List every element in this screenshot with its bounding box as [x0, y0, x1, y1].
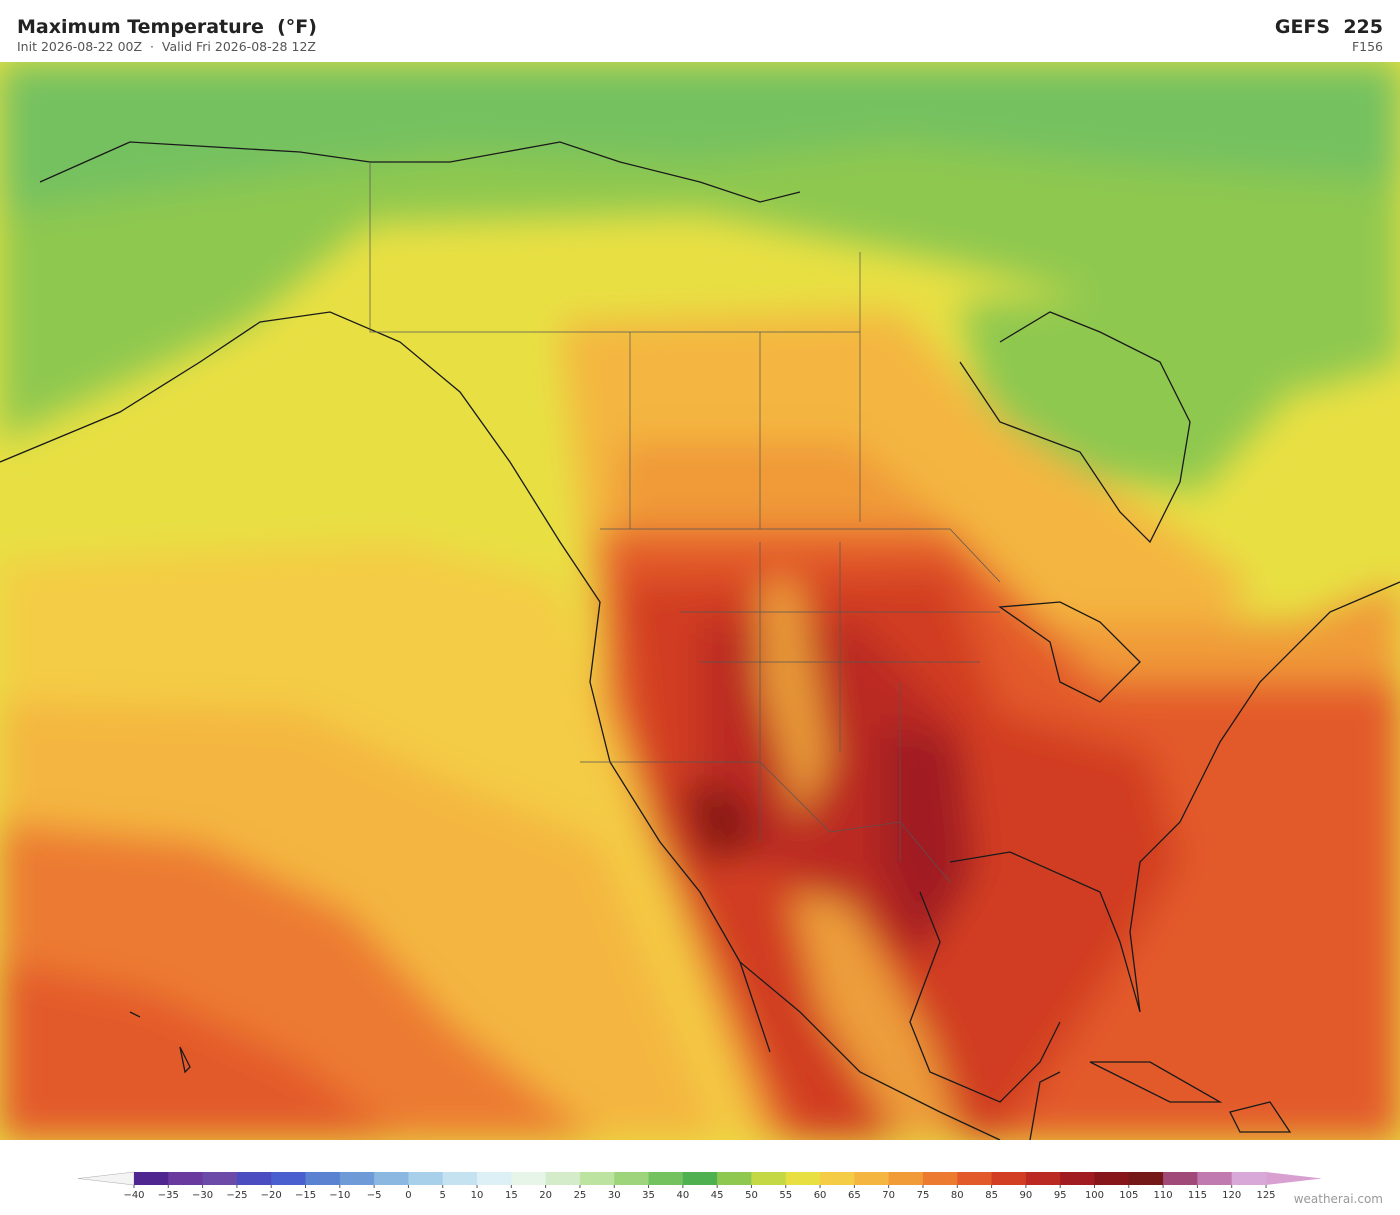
colorbar-tick-label: 75: [917, 1190, 930, 1201]
colorbar-tick-label: 115: [1188, 1190, 1207, 1201]
forecast-hour: F156: [1351, 39, 1383, 54]
temperature-field: [0, 62, 1400, 1140]
colorbar-segment: [922, 1172, 958, 1185]
colorbar-tick-label: 5: [440, 1190, 446, 1201]
colorbar-segment: [579, 1172, 615, 1185]
colorbar-tick-label: 125: [1256, 1190, 1275, 1201]
colorbar-tick-label: −25: [226, 1190, 247, 1201]
colorbar-segment: [991, 1172, 1027, 1185]
colorbar-segment: [854, 1172, 890, 1185]
colorbar-segment: [614, 1172, 650, 1185]
colorbar-tick-label: 15: [505, 1190, 518, 1201]
colorbar-tick-label: −35: [158, 1190, 179, 1201]
colorbar-tick-label: 35: [642, 1190, 655, 1201]
colorbar-segment: [1163, 1172, 1198, 1185]
colorbar-segment: [751, 1172, 787, 1185]
colorbar-segment: [408, 1172, 444, 1185]
colorbar-tick-label: 45: [711, 1190, 724, 1201]
colorbar-tick-label: 80: [951, 1190, 964, 1201]
colorbar-tick-label: 90: [1020, 1190, 1033, 1201]
colorbar-tick-label: 40: [676, 1190, 689, 1201]
colorbar-tick-label: 60: [814, 1190, 827, 1201]
coastlines: [0, 141, 1400, 1140]
colorbar-segment: [134, 1172, 169, 1185]
map: [0, 62, 1400, 1140]
colorbar-tick-label: 65: [848, 1190, 861, 1201]
colorbar-segment: [271, 1172, 307, 1185]
map-subtitle: Init 2026-08-22 00Z · Valid Fri 2026-08-…: [17, 39, 316, 54]
colorbar-tick-label: 25: [574, 1190, 587, 1201]
colorbar-segment: [1128, 1172, 1164, 1185]
colorbar-tick-label: 10: [471, 1190, 484, 1201]
colorbar-tick-label: 20: [539, 1190, 552, 1201]
colorbar-segment: [1197, 1172, 1233, 1185]
colorbar-segment: [785, 1172, 821, 1185]
colorbar-segment: [511, 1172, 547, 1185]
colorbar-tick-label: 105: [1119, 1190, 1138, 1201]
colorbar-tick-label: −40: [123, 1190, 144, 1201]
colorbar-tick-label: −20: [261, 1190, 282, 1201]
model-name: GEFS 225: [1274, 16, 1383, 38]
colorbar-tick-label: −10: [329, 1190, 350, 1201]
borders: [369, 162, 1001, 883]
colorbar-tick-label: 100: [1085, 1190, 1104, 1201]
colorbar-tick-label: 0: [405, 1190, 411, 1201]
colorbar-segment: [1231, 1172, 1267, 1185]
colorbar-tick-label: 95: [1054, 1190, 1067, 1201]
colorbar-tick-label: −30: [192, 1190, 213, 1201]
colorbar-segment: [202, 1172, 238, 1185]
colorbar-extend-low: [77, 1171, 135, 1186]
colorbar-segment: [957, 1172, 993, 1185]
colorbar-segment: [1094, 1172, 1130, 1185]
colorbar-tick-label: 120: [1222, 1190, 1241, 1201]
colorbar-segment: [682, 1172, 718, 1185]
colorbar-segment: [305, 1172, 341, 1185]
colorbar-tick-label: 85: [985, 1190, 998, 1201]
colorbar-tick-label: 55: [779, 1190, 792, 1201]
map-title: Maximum Temperature (°F): [17, 16, 317, 38]
colorbar: −40 −35 −30 −25 −20 −15 −10 −5 0 5 10 15 20 25 30 35 40 4…: [77, 1171, 1322, 1201]
colorbar-segment: [1060, 1172, 1095, 1185]
colorbar-segment: [545, 1172, 581, 1185]
colorbar-segment: [477, 1172, 512, 1185]
colorbar-segment: [374, 1172, 409, 1185]
colorbar-segment: [648, 1172, 684, 1185]
credit: weatherai.com: [1293, 1192, 1383, 1206]
colorbar-segment: [888, 1172, 924, 1185]
colorbar-segment: [820, 1172, 855, 1185]
colorbar-segment: [339, 1172, 375, 1185]
colorbar-tick-label: −15: [295, 1190, 316, 1201]
colorbar-extend-high: [1266, 1172, 1322, 1185]
colorbar-segment: [717, 1172, 752, 1185]
colorbar-segment: [168, 1172, 204, 1185]
colorbar-tick-label: 50: [745, 1190, 758, 1201]
colorbar-segment: [236, 1172, 272, 1185]
colorbar-tick-label: 70: [882, 1190, 895, 1201]
colorbar-tick-label: −5: [367, 1190, 382, 1201]
colorbar-segment: [442, 1172, 478, 1185]
colorbar-tick-label: 30: [608, 1190, 621, 1201]
colorbar-segment: [1025, 1172, 1061, 1185]
colorbar-tick-label: 110: [1154, 1190, 1173, 1201]
